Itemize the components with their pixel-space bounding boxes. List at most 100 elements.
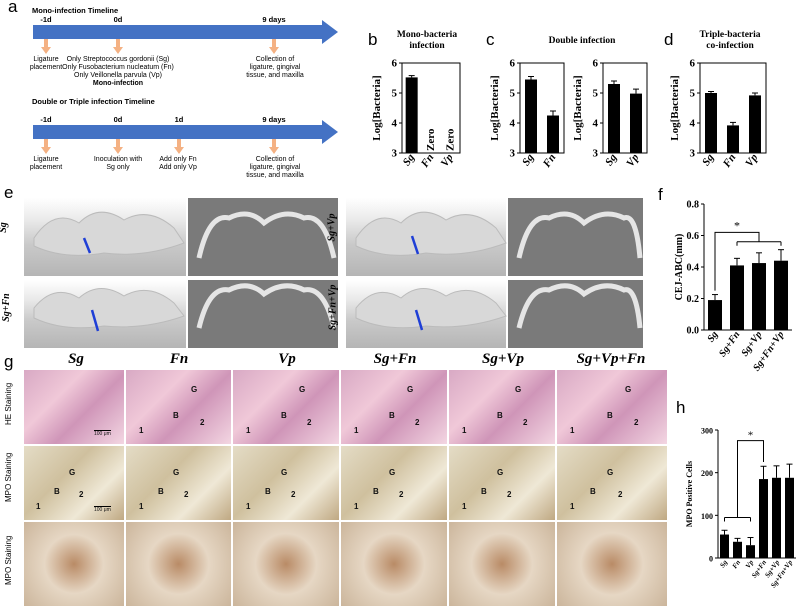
panel-b-title: Mono-bacteria infection <box>396 30 458 51</box>
histology-marker-B: B <box>497 411 503 420</box>
ct-label-sg: Sg <box>0 222 9 233</box>
histology-marker-one: 1 <box>246 426 251 435</box>
histology-marker-two: 2 <box>79 490 84 499</box>
multi-tick-1: -1d <box>40 115 52 124</box>
bar <box>774 260 788 330</box>
ct-label-sg-fn: Sg+Fn <box>0 293 12 322</box>
bar <box>752 263 766 330</box>
histology-marker-one: 1 <box>36 502 41 511</box>
row-label-mpo-1: MPO Staining <box>4 452 13 502</box>
multi-tick-2: 0d <box>113 115 123 124</box>
chart-c2: 3 4 5 6 Log[Bacteria] Sg Vp <box>573 58 648 169</box>
panel-c-title: Double infection <box>548 36 616 46</box>
y-axis-label: Log[Bacteria] <box>669 75 681 140</box>
bar <box>405 77 418 153</box>
histology-image: G B 2 1 <box>233 446 339 520</box>
histology-marker-G: G <box>191 385 198 394</box>
histology-marker-one: 1 <box>570 426 575 435</box>
mono-event-ligature: Ligature placement <box>29 56 63 71</box>
histology-image: G B 2 1 <box>449 370 555 444</box>
y-tick-label: 3 <box>690 148 696 160</box>
histology-marker-one: 1 <box>354 502 359 511</box>
histology-marker-B: B <box>54 487 60 496</box>
histology-marker-two: 2 <box>200 418 205 427</box>
mono-tick-3: 9 days <box>262 15 286 24</box>
histology-image <box>126 522 231 606</box>
panel-letter-a: a <box>8 0 18 16</box>
x-tick-label: Fn <box>540 152 558 171</box>
histology-marker-G: G <box>515 385 522 394</box>
histology-marker-two: 2 <box>291 490 296 499</box>
mono-tick-1: -1d <box>40 15 52 24</box>
y-tick-label: 0.0 <box>687 326 700 337</box>
significance-bracket <box>714 231 760 291</box>
y-tick-label: 4 <box>593 118 599 130</box>
row-label-mpo-2: MPO Staining <box>4 535 13 585</box>
bar <box>630 93 642 153</box>
y-tick-label: 3 <box>510 148 516 160</box>
col-label-fn: Fn <box>169 351 189 367</box>
col-label-sg: Sg <box>68 351 84 367</box>
y-axis-label: MPO Positive Cells <box>685 461 694 527</box>
y-tick-label: 6 <box>510 58 516 70</box>
histology-marker-G: G <box>281 468 288 477</box>
x-tick-label: Sg <box>705 329 720 344</box>
histology-marker-B: B <box>607 411 613 420</box>
bar <box>746 545 755 558</box>
mono-callout-inoc <box>113 47 123 54</box>
histology-image: G B 2 1 <box>126 370 231 444</box>
ct-teeth-shapes <box>33 211 643 332</box>
col-label-sg-vp: Sg+Vp <box>482 351 524 367</box>
y-tick-label: 3 <box>593 148 599 160</box>
mono-timeline-arrowhead <box>322 20 338 44</box>
mono-event-collection: Collection of ligature, gingival tissue, a… <box>246 56 304 79</box>
y-tick-label: 200 <box>701 469 713 478</box>
col-label-sg-fn: Sg+Fn <box>373 351 417 367</box>
ct-label-sg-fn-vp: Sg+Fn+Vp <box>327 284 339 331</box>
x-tick-label: Vp <box>743 151 760 169</box>
panel-letter-c: c <box>486 30 495 49</box>
histology-marker-two: 2 <box>507 490 512 499</box>
y-axis-label: Log[Bacteria] <box>371 75 383 140</box>
y-axis-label: CEJ-ABC(mm) <box>674 234 685 301</box>
histology-image: G B 2 1 100 μm <box>24 446 124 520</box>
multi-event-add: Add only Fn Add only Vp <box>159 156 197 171</box>
multi-timeline-arrow <box>33 125 323 139</box>
plot-frame <box>519 62 565 154</box>
plot-frame <box>401 62 461 154</box>
histology-marker-one: 1 <box>354 426 359 435</box>
y-tick-label: 300 <box>701 427 713 436</box>
multi-timeline-title: Double or Triple infection Timeline <box>32 97 155 106</box>
y-tick-label: 6 <box>392 58 398 70</box>
y-tick-label: 0.6 <box>687 231 700 242</box>
panel-letter-h: h <box>676 398 686 417</box>
histology-image: G B 2 1 <box>233 370 339 444</box>
multi-event-ligature: Ligature placement <box>29 156 63 171</box>
ct-slice-sg <box>188 198 338 276</box>
y-tick-label: 0.8 <box>687 200 700 211</box>
x-tick-label: Sg+Fn <box>717 329 743 359</box>
histology-marker-G: G <box>607 468 614 477</box>
histology-image: 100 μm <box>24 370 124 444</box>
bar <box>733 541 742 558</box>
mono-callout-ligature <box>41 47 51 54</box>
histology-image: G B 2 1 <box>557 370 667 444</box>
y-tick-label: 6 <box>690 58 696 70</box>
mono-timeline-title: Mono-infection Timeline <box>32 6 119 15</box>
histology-marker-one: 1 <box>139 426 144 435</box>
histology-marker-two: 2 <box>399 490 404 499</box>
y-tick-label: 0.2 <box>687 294 700 305</box>
significance-star: * <box>748 430 754 442</box>
y-tick-label: 4 <box>510 118 516 130</box>
x-tick-label: Vp <box>744 558 756 570</box>
y-tick-label: 4 <box>392 118 398 130</box>
y-tick-label: 5 <box>510 88 516 100</box>
histology-image <box>24 522 124 606</box>
panel-letter-g: g <box>4 352 14 371</box>
y-tick-label: 0.4 <box>687 263 700 274</box>
x-tick-label: Fn <box>418 152 436 171</box>
scale-bar: 100 μm <box>94 506 111 513</box>
panel-letter-f: f <box>658 185 663 204</box>
histology-marker-G: G <box>389 468 396 477</box>
histology-marker-B: B <box>173 411 179 420</box>
